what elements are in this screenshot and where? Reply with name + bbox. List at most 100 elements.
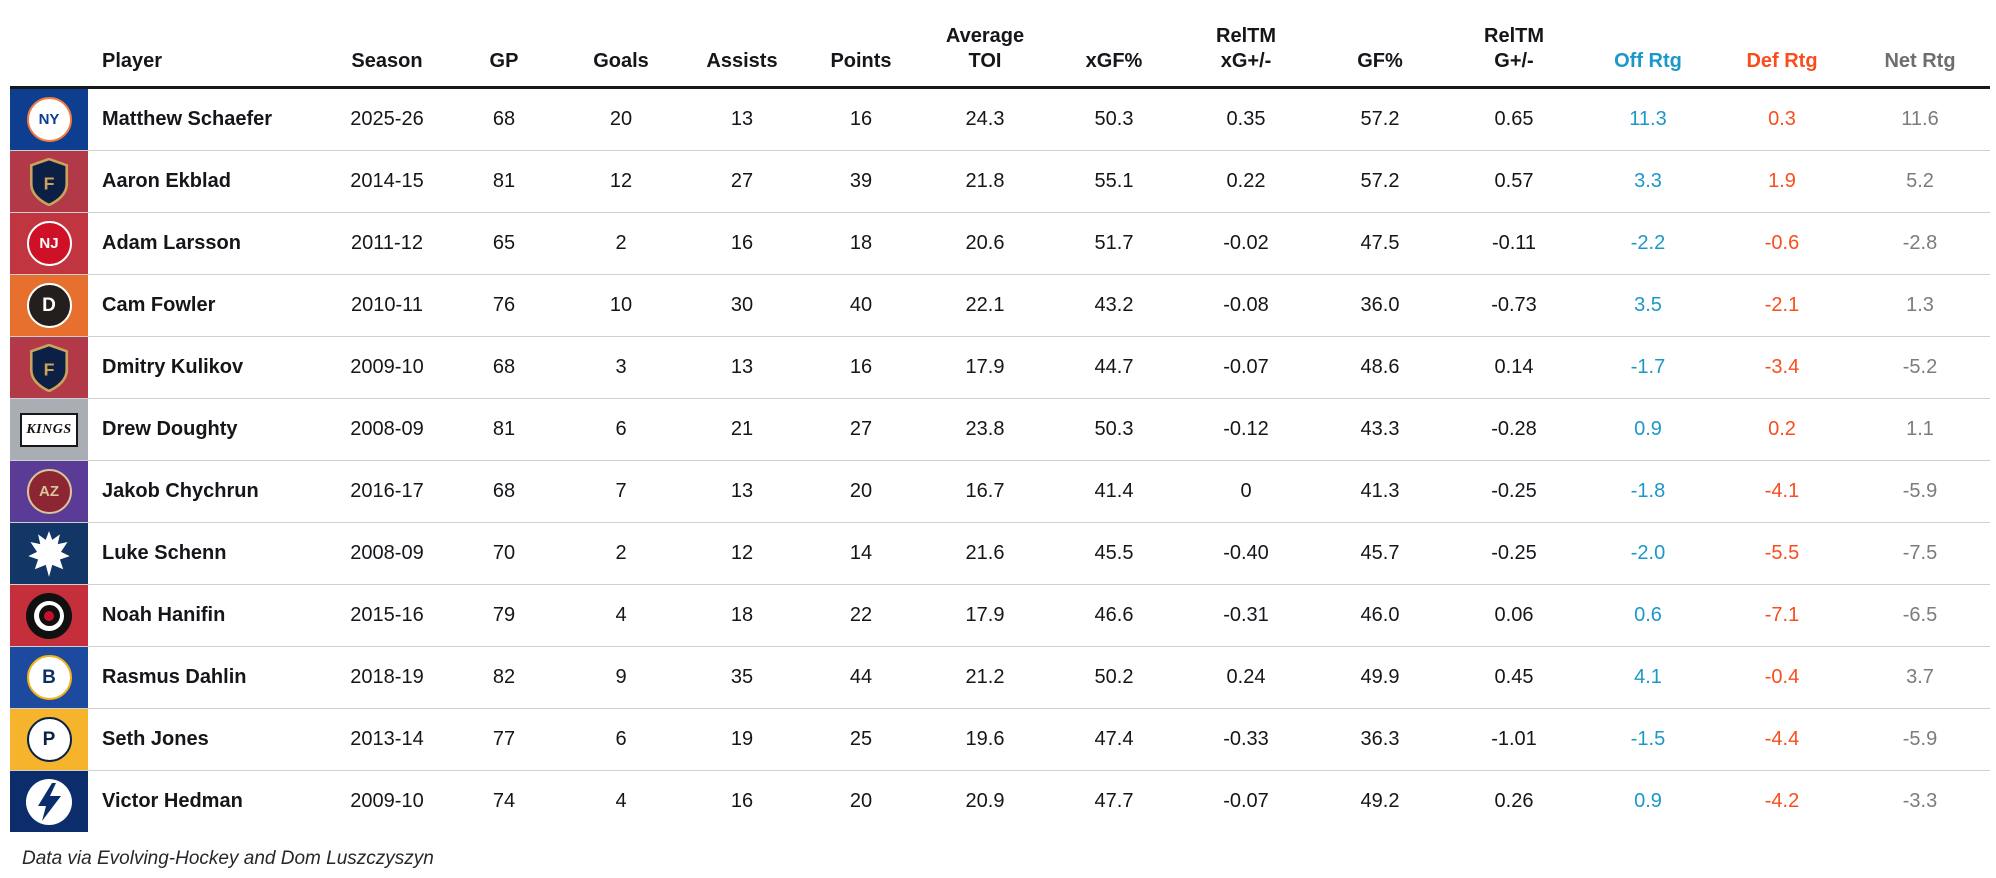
cell-xgf: 55.1: [1050, 150, 1178, 213]
header-off: Off Rtg: [1614, 50, 1682, 72]
table-row: P Seth Jones 2013-14 77 6 19 25 19.6 47.4 -0.33 36…: [10, 708, 1990, 771]
new-jersey-devils-logo: NJ: [10, 213, 88, 274]
buffalo-sabres-logo-icon: B: [26, 655, 72, 700]
cell-season: 2025-26: [326, 87, 448, 151]
cell-net: -6.5: [1850, 584, 1990, 647]
header-line: G+/-: [1494, 50, 1534, 72]
cell-net: -5.9: [1850, 708, 1990, 771]
header-line: TOI: [968, 50, 1002, 72]
cell-rel_xg: 0.24: [1178, 646, 1314, 709]
cell-goals: 2: [560, 522, 682, 585]
cell-toi: 17.9: [920, 336, 1050, 399]
svg-text:F: F: [44, 359, 55, 379]
new-jersey-devils-logo-icon: NJ: [26, 221, 72, 266]
cell-rel_g: 0.57: [1446, 150, 1582, 213]
cell-points: 20: [849, 790, 873, 812]
cell-team-logo: D: [10, 274, 88, 337]
cell-player: Drew Doughty: [88, 398, 326, 461]
cell-rel_xg: 0.22: [1178, 150, 1314, 213]
table-row: NY Matthew Schaefer 2025-26 68 20 13 16 24.3 50.…: [10, 87, 1990, 151]
header-points: Points: [830, 50, 892, 72]
cell-net: -2.8: [1850, 212, 1990, 275]
cell-gf: 47.5: [1314, 212, 1446, 275]
los-angeles-kings-logo-icon: KINGS: [20, 412, 78, 447]
cell-off: 0.6: [1582, 584, 1714, 647]
cell-toi: 21.2: [920, 646, 1050, 709]
cell-rel_xg: -0.31: [1178, 584, 1314, 647]
florida-panthers-logo: F: [10, 151, 88, 212]
cell-season: 2014-15: [326, 150, 448, 213]
cell-def: -4.2: [1764, 790, 1800, 812]
cell-rel_xg: -0.02: [1178, 212, 1314, 275]
header-xgf: xGF%: [1085, 50, 1143, 72]
cell-off: 4.1: [1582, 646, 1714, 709]
cell-rel_g: 0.06: [1446, 584, 1582, 647]
cell-team-logo: P: [10, 708, 88, 771]
header-gf: GF%: [1357, 50, 1403, 72]
cell-off: 3.3: [1582, 150, 1714, 213]
cell-gf: 46.0: [1314, 584, 1446, 647]
cell-xgf: 41.4: [1050, 460, 1178, 523]
cell-player: Cam Fowler: [88, 274, 326, 337]
cell-season: 2016-17: [326, 460, 448, 523]
data-credit: Data via Evolving-Hockey and Dom Luszczy…: [22, 848, 434, 869]
cell-player: Aaron Ekblad: [88, 150, 326, 213]
cell-points: 39: [802, 150, 920, 213]
swirl-inner: [38, 605, 60, 626]
cell-off: -2.0: [1582, 522, 1714, 585]
cell-rel_xg: -0.12: [1178, 398, 1314, 461]
cell-toi: 17.9: [920, 584, 1050, 647]
cell-points: 14: [802, 522, 920, 585]
cell-points: 40: [802, 274, 920, 337]
table-row: Victor Hedman 2009-10 74 4 16 20 20.9 47.7 -0.07…: [10, 771, 1990, 832]
swirl-dot: [44, 610, 54, 621]
cell-toi: 24.3: [920, 87, 1050, 151]
cell-xgf: 45.5: [1050, 522, 1178, 585]
table-row: F Dmitry Kulikov 2009-10 68 3 13 16 17.9 44.7 -0.…: [10, 336, 1990, 399]
cell-goals: 7: [560, 460, 682, 523]
cell-net: 3.7: [1850, 646, 1990, 709]
cell-goals: 10: [560, 274, 682, 337]
header-assists: Assists: [706, 50, 778, 72]
cell-points: 16: [802, 336, 920, 399]
header-def: Def Rtg: [1746, 50, 1818, 72]
cell-rel_xg: 0.35: [1178, 87, 1314, 151]
cell-season: 2011-12: [326, 212, 448, 275]
cell-gf: 41.3: [1314, 460, 1446, 523]
header-player: Player: [102, 50, 163, 72]
tampa-bay-lightning-logo: [10, 771, 88, 832]
cell-goals: 20: [560, 87, 682, 151]
cell-rel_g: 0.65: [1446, 87, 1582, 151]
header-line: xG+/-: [1220, 50, 1272, 72]
cell-team-logo: [10, 522, 88, 585]
table-row: B Rasmus Dahlin 2018-19 82 9 35 44 21.2 50.2 0.24…: [10, 646, 1990, 709]
table-row: F Aaron Ekblad 2014-15 81 12 27 39 21.8 55.1 0.22…: [10, 150, 1990, 213]
cell-points: 27: [802, 398, 920, 461]
cell-season: 2009-10: [326, 336, 448, 399]
cell-season: 2008-09: [326, 522, 448, 585]
logo-monogram: NJ: [39, 235, 59, 252]
cell-def: -7.1: [1714, 584, 1850, 647]
cell-goals: 9: [560, 646, 682, 709]
anaheim-ducks-logo: D: [10, 275, 88, 336]
cell-team-logo: [10, 771, 88, 832]
cell-rel_xg: -0.08: [1178, 274, 1314, 337]
cell-def: -2.1: [1714, 274, 1850, 337]
carolina-hurricanes-logo: [10, 585, 88, 646]
cell-player: Rasmus Dahlin: [88, 646, 326, 709]
cell-team-logo: NY: [10, 87, 88, 151]
header-rel_g: RelTM G+/-: [1446, 6, 1582, 88]
cell-goals: 4: [560, 584, 682, 647]
cell-xgf: 50.3: [1050, 87, 1178, 151]
cell-toi: 22.1: [920, 274, 1050, 337]
cell-goals: 2: [560, 212, 682, 275]
cell-xgf: 51.7: [1050, 212, 1178, 275]
los-angeles-kings-logo: KINGS: [10, 399, 88, 460]
nashville-predators-logo: P: [10, 709, 88, 770]
table-row: AZ Jakob Chychrun 2016-17 68 7 13 20 16.7 41.4 0 4…: [10, 460, 1990, 523]
cell-season: 2015-16: [326, 584, 448, 647]
cell-off: -2.2: [1582, 212, 1714, 275]
cell-player: Jakob Chychrun: [88, 460, 326, 523]
buffalo-sabres-logo: B: [10, 647, 88, 708]
